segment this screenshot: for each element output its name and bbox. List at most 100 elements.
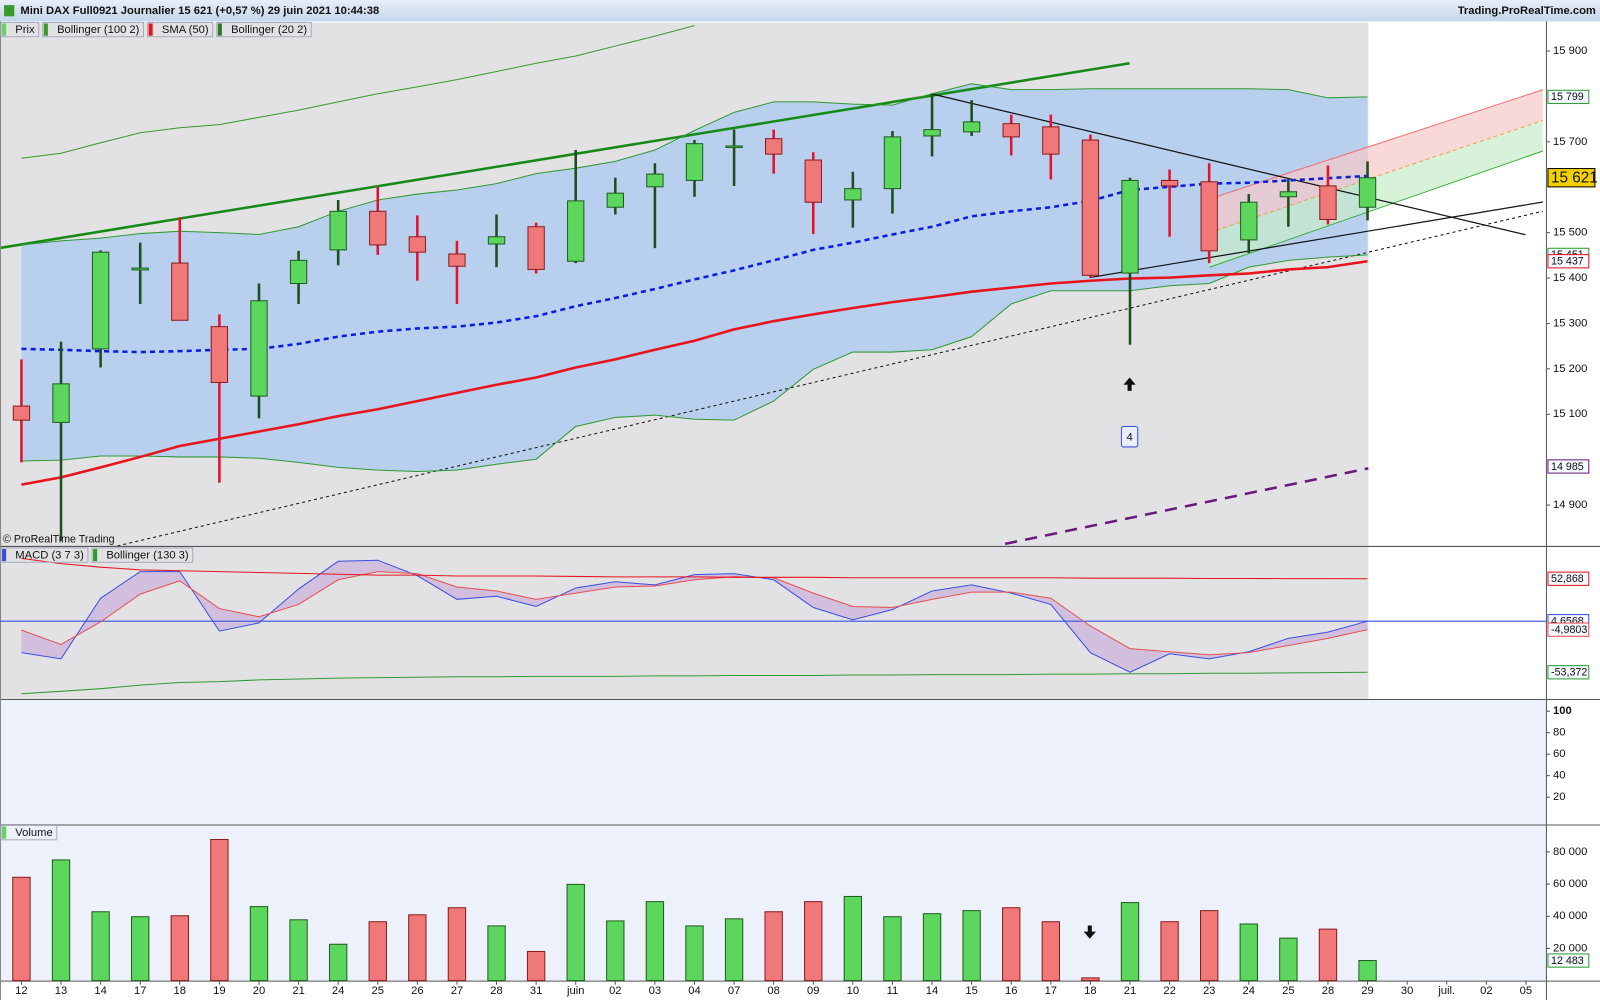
volume-bar [210, 838, 229, 982]
x-tick-label: 14 [94, 985, 106, 997]
candle-body [646, 173, 664, 188]
x-tick-label: 03 [649, 985, 661, 997]
volume-bar [1002, 907, 1021, 982]
volume-bar [526, 950, 546, 982]
candle-body [962, 121, 981, 133]
legend-item [217, 23, 222, 36]
candle-body [685, 143, 704, 181]
candle-body [12, 405, 31, 421]
x-tick-label: 24 [332, 985, 344, 997]
candle-body [567, 200, 585, 262]
volume-bar [1200, 910, 1219, 982]
candle-body [1081, 139, 1100, 276]
volume-bar [1239, 923, 1258, 982]
x-tick-label: 31 [530, 985, 542, 997]
indicator-line [21, 557, 1368, 580]
candle-body [487, 236, 506, 245]
volume-bar [922, 913, 942, 982]
x-tick-label: juil. [1437, 985, 1455, 997]
volume-bar [1120, 902, 1140, 982]
volume-bar [962, 910, 981, 982]
legend-item [148, 23, 153, 36]
candle-body [171, 262, 189, 321]
trend-line [0, 62, 1130, 250]
price-label: 12 483 [1551, 955, 1584, 967]
volume-bar [645, 901, 665, 982]
legend-item [43, 23, 48, 36]
x-tick-label: 28 [1322, 985, 1334, 997]
x-tick-label: 17 [1045, 985, 1057, 997]
indicator-line [21, 174, 1368, 354]
x-tick-label: 25 [372, 985, 384, 997]
legend-item [93, 548, 98, 562]
volume-bar [724, 918, 744, 982]
y-tick-label: 60 000 [1553, 878, 1587, 890]
candle-body [765, 138, 783, 155]
y-tick-label: 40 [1553, 770, 1565, 782]
indicator-line [21, 671, 1368, 695]
x-tick-label: 14 [926, 985, 938, 997]
candle-body [1358, 177, 1377, 208]
indicator-line [21, 25, 695, 159]
volume-bar [328, 943, 348, 982]
legend-frame [91, 547, 194, 563]
volume-bar [131, 916, 150, 982]
candle-body [131, 267, 149, 271]
price-label-box [1547, 254, 1590, 269]
osc-bg [0, 700, 1546, 825]
legend-item [2, 23, 7, 36]
legend-label: MACD (3 7 3) [15, 550, 84, 562]
y-tick-label: 15 100 [1553, 408, 1587, 420]
x-tick-label: 13 [55, 985, 67, 997]
x-tick-label: 04 [688, 985, 700, 997]
y-tick-label: 15 200 [1553, 363, 1587, 375]
x-tick-label: 18 [1084, 985, 1096, 997]
price-label-box [1547, 622, 1590, 637]
volume-bar [764, 911, 783, 982]
candle-body [52, 383, 70, 423]
x-tick-label: 26 [411, 985, 423, 997]
x-tick-label: 02 [1480, 985, 1492, 997]
price-label-box [1547, 459, 1590, 474]
volume-bar [12, 876, 31, 982]
legend-label: Bollinger (130 3) [106, 550, 189, 562]
price-label: 14 985 [1551, 461, 1584, 473]
price-label-box [1547, 168, 1596, 188]
legend-label: SMA (50) [162, 24, 209, 36]
indicator-line [21, 254, 1368, 472]
legend-frame [0, 547, 89, 563]
candle-body [1319, 185, 1337, 220]
legend-label: Prix [15, 24, 35, 36]
price-label: 52,868 [1551, 573, 1584, 585]
header-bar [0, 0, 1600, 22]
x-tick-label: 07 [728, 985, 740, 997]
y-tick-label: 15 300 [1553, 317, 1587, 329]
candle-body [408, 236, 427, 253]
volume-bar [447, 907, 467, 982]
x-tick-label: 30 [1401, 985, 1413, 997]
legend-frame [0, 825, 58, 841]
indicator-line [21, 559, 1368, 673]
indicator-line [21, 259, 1368, 486]
x-tick-label: 27 [451, 985, 463, 997]
x-tick-label: 21 [292, 985, 304, 997]
legend-item [2, 826, 7, 839]
copyright: © ProRealTime Trading [3, 534, 115, 546]
volume-bar [1358, 960, 1377, 982]
price-label: 15 799 [1551, 91, 1584, 103]
trend-line [1089, 201, 1543, 279]
volume-bar [1318, 928, 1338, 982]
candle-body [804, 159, 822, 203]
trend-line [117, 210, 1543, 546]
candle-body [527, 226, 545, 270]
down-arrow [1083, 925, 1096, 939]
x-tick-label: 17 [134, 985, 146, 997]
annotation-text: 4 [1126, 432, 1132, 444]
indicator-line [21, 83, 1368, 246]
x-tick-label: 09 [807, 985, 819, 997]
candle-body [210, 326, 229, 383]
y-tick-label: 80 000 [1553, 846, 1587, 858]
candle-body [606, 192, 624, 208]
volume-bar [487, 925, 506, 982]
